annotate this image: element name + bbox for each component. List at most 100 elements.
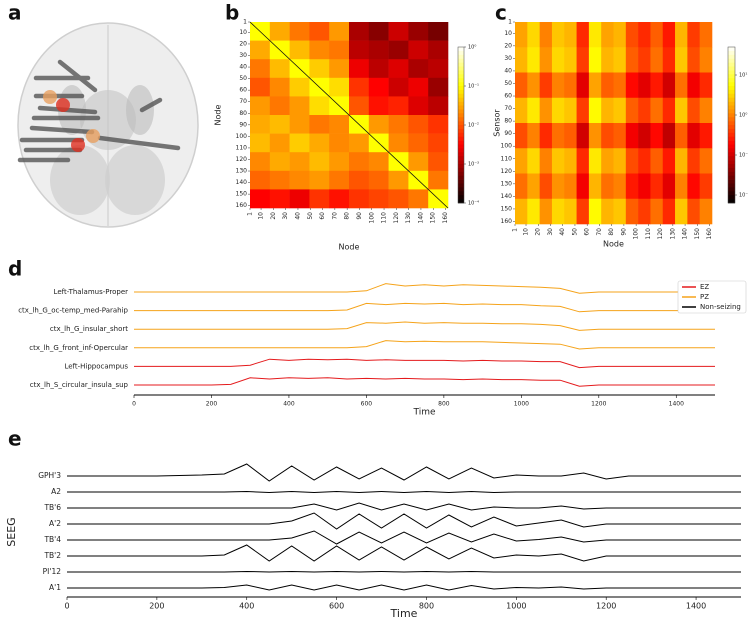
heatmap-cell [551,97,565,124]
colorbar-band [728,50,735,56]
heatmap-cell [675,123,688,149]
heatmap-cell [329,170,350,190]
trace-label: A'2 [49,519,61,528]
y-tick-label: 90 [504,130,512,137]
colorbar-band [458,167,464,173]
trace-label: ctx_lh_G_oc-temp_med-Parahip [18,307,128,315]
heatmap-cell [349,96,370,116]
heatmap-cell [650,198,664,225]
x-tick-label: 130 [405,212,412,224]
heatmap-cell [250,189,271,209]
colorbar-band [728,74,735,79]
y-tick-label: 150 [236,191,248,198]
colorbar-band [458,187,464,192]
heatmap-cell [309,189,330,209]
heatmap-cell [564,173,577,200]
colorbar-tick-label: 10⁰ [468,45,476,51]
heatmap-cell [527,123,540,149]
colorbar-band [728,164,735,169]
y-tick-label: 40 [239,64,247,71]
heatmap-cell [388,189,409,209]
colorbar-band [728,78,735,83]
colorbar-band [458,93,464,98]
colorbar-band [458,199,464,204]
heatmap-cell [309,59,330,79]
heatmap-cell [576,148,590,174]
x-tick-label: 1 [247,212,254,216]
colorbar-band [458,66,464,71]
colorbar-band [458,82,464,87]
panel-label: b [225,1,239,25]
trace-label: A2 [51,487,61,496]
colorbar-band [458,136,464,141]
x-tick-label: 100 [633,228,640,240]
heatmap-cell [576,47,590,73]
y-tick-label: 50 [239,75,247,82]
x-tick-label: 0 [132,401,136,408]
heatmap-cell [289,40,310,60]
colorbar-tick-label: 10¹ [739,73,747,79]
colorbar-band [728,101,735,106]
heatmap-cell [349,22,370,41]
heatmap-cell [349,133,370,153]
heatmap-cell [564,72,577,99]
heatmap-cell [613,148,627,174]
colorbar-tick-label: 10⁻¹ [468,84,479,90]
heatmap-cell [588,198,602,225]
heatmap-cell [349,77,370,97]
x-tick-label: 30 [547,228,554,236]
heatmap-cell [675,22,688,48]
heatmap-cell [428,115,449,134]
x-tick-label: 150 [694,228,701,240]
heatmap-cell [329,133,350,153]
trace-label: ctx_lh_G_front_inf-Opercular [29,344,128,352]
y-axis-label: Node [214,104,223,125]
heatmap-cell [601,72,614,99]
heatmap-cell [527,47,540,73]
heatmap-cell [289,133,310,153]
heatmap-cell [250,77,271,97]
heatmap-cell [515,72,528,99]
trace [67,490,741,494]
y-tick-label: 20 [504,42,512,49]
x-tick-label: 110 [381,212,388,224]
heatmap-cell [289,77,310,97]
heatmap-cell [551,173,565,200]
x-tick-label: 20 [270,212,277,220]
heatmap-cell [588,173,602,200]
colorbar-band [458,125,464,130]
colorbar-band [728,113,735,118]
colorbar-band [728,156,735,161]
heatmap-cell [564,47,577,73]
x-tick-label: 1200 [591,401,606,408]
heatmap-cell [699,173,713,200]
x-tick-label: 800 [419,602,434,611]
x-tick-label: 20 [535,228,542,236]
heatmap-cell [289,22,310,41]
y-tick-label: 130 [236,168,248,175]
trace-label: TB'4 [43,535,61,544]
colorbar-band [458,101,464,106]
heatmap-cell [687,72,700,99]
y-tick-label: 140 [501,193,513,200]
heatmap-cell [515,97,528,124]
heatmap-cell [638,198,651,225]
y-tick-label: 110 [501,155,513,162]
heatmap-cell [408,77,429,97]
colorbar-band [458,140,464,145]
y-tick-label: 1 [243,19,247,26]
colorbar-band [728,54,735,59]
heatmap-cell [638,148,651,174]
trace [67,512,741,530]
colorbar-band [458,152,464,157]
x-tick-label: 160 [442,212,449,224]
heatmap-cell [329,152,350,172]
heatmap-cell [329,115,350,134]
heatmap-cell [564,123,577,149]
heatmap-cell [564,22,577,48]
colorbar-band [728,117,735,122]
trace-label: Left-Hippocampus [64,362,128,370]
heatmap-cell [289,170,310,190]
heatmap-cell [250,96,271,116]
heatmap-cell [699,123,713,149]
